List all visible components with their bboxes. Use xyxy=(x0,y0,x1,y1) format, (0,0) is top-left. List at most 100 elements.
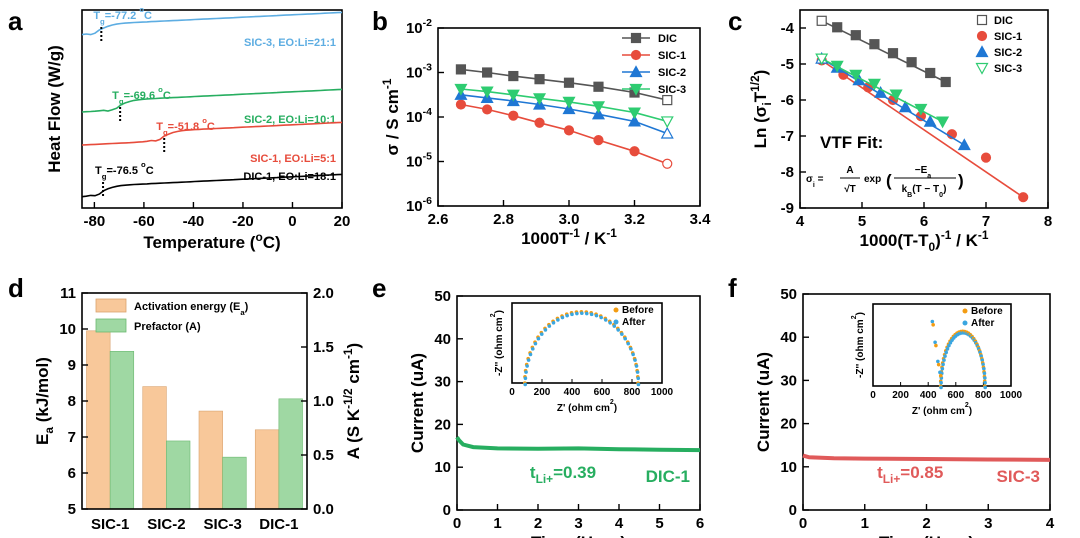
data-point xyxy=(454,83,468,96)
inset-point-after xyxy=(633,358,637,362)
legend-swatch xyxy=(95,318,127,333)
transference-number: tLi+=0.39 xyxy=(530,463,596,486)
inset-x-tick-label: 0 xyxy=(870,390,876,401)
y-tick-label: 5 xyxy=(68,501,76,518)
fit-line xyxy=(821,57,965,146)
data-point xyxy=(887,48,899,59)
y-axis-label: Current (uA) xyxy=(408,353,427,453)
data-point xyxy=(980,152,992,163)
x-tick-label: 2.6 xyxy=(428,211,449,228)
data-point xyxy=(563,77,575,88)
inset-point-after xyxy=(612,324,617,328)
inset-legend-marker xyxy=(962,320,968,326)
inset-legend-marker xyxy=(962,308,968,314)
data-point xyxy=(906,57,917,68)
y2-tick-label: 1.0 xyxy=(313,393,334,410)
x-tick-label: SIC-1 xyxy=(91,516,129,533)
y-tick-label: 10-5 xyxy=(406,151,432,171)
data-point xyxy=(533,93,547,106)
x-tick-label: 3.4 xyxy=(690,211,712,228)
inset-x-tick-label: 200 xyxy=(534,387,551,398)
x-tick-label: 8 xyxy=(1044,213,1052,230)
inset-point-after xyxy=(626,341,631,346)
inset-x-tick-label: 200 xyxy=(892,390,909,401)
legend-label: DIC xyxy=(994,15,1013,27)
y-tick-label: 40 xyxy=(780,329,797,346)
inset-point-after xyxy=(599,315,603,320)
legend-label: SIC-3 xyxy=(994,63,1022,75)
x-tick-label: 20 xyxy=(334,213,351,230)
panel-label-f: f xyxy=(728,273,737,303)
data-point xyxy=(660,116,674,129)
inset-x-tick-label: 400 xyxy=(564,387,581,398)
y-axis-label: Ln (σiT1/2) xyxy=(748,70,774,149)
inset-point-after xyxy=(983,380,987,385)
inset-point-after xyxy=(616,328,621,332)
y-tick-label: 30 xyxy=(434,374,451,391)
y2-tick-label: 0.0 xyxy=(313,501,334,518)
data-point xyxy=(889,89,903,102)
x-tick-label: 3.0 xyxy=(559,211,580,228)
inset-point-after xyxy=(939,385,943,390)
y-tick-label: 40 xyxy=(434,331,451,348)
data-point xyxy=(957,138,971,151)
legend-label: Activation energy (Ea) xyxy=(134,301,249,317)
data-point xyxy=(936,116,950,129)
y-tick-label: 10-4 xyxy=(406,106,432,126)
inset-point-after xyxy=(636,376,641,381)
inset-point-before xyxy=(931,322,935,327)
x-axis-label: Time (Hour) xyxy=(879,533,974,538)
inset-point-after xyxy=(525,364,529,368)
data-point xyxy=(832,22,843,33)
inset-x-tick-label: 600 xyxy=(594,387,611,398)
inset-point-after xyxy=(560,315,565,320)
y-tick-label: -7 xyxy=(781,128,794,145)
data-point xyxy=(830,60,844,73)
data-point xyxy=(816,15,827,26)
series-line xyxy=(460,88,668,123)
data-point xyxy=(849,69,863,82)
inset-x-tick-label: 600 xyxy=(947,390,964,401)
current-trace xyxy=(802,453,1051,462)
inset-x-tick-label: 800 xyxy=(624,387,641,398)
inset-legend-label: Before xyxy=(622,305,654,316)
data-point xyxy=(508,110,519,121)
formula-lhs: σi = xyxy=(806,174,824,189)
inset-point-after xyxy=(940,367,945,371)
inset-point-after xyxy=(575,311,579,316)
x-tick-label: DIC-1 xyxy=(259,516,298,533)
panel-label-d: d xyxy=(8,273,24,303)
x-tick-label: 2.8 xyxy=(493,211,514,228)
inset-point-after xyxy=(533,341,538,346)
inset-legend-marker xyxy=(613,307,619,313)
y-tick-label: 0 xyxy=(789,502,797,519)
y-tick-label: -5 xyxy=(781,56,794,73)
data-point xyxy=(591,101,605,114)
inset-point-after xyxy=(981,362,985,367)
data-point xyxy=(482,67,493,78)
x-axis-label: 1000T-1 / K-1 xyxy=(521,226,617,248)
inset-y-axis-label: -Z'' (ohm cm2) xyxy=(851,312,866,378)
y-axis-label: Ea (kJ/mol) xyxy=(33,357,56,445)
x-tick-label: 4 xyxy=(615,515,624,532)
inset-point-after xyxy=(631,352,635,357)
legend-swatch xyxy=(95,298,127,313)
panel-f-current-chart: 0123401020304050Time (Hour)Current (uA)t… xyxy=(754,286,1055,538)
data-point xyxy=(508,70,519,82)
x-tick-label: 2 xyxy=(534,515,542,532)
inset-point-after xyxy=(584,311,589,316)
series-label: SIC-2, EO:Li=10:1 xyxy=(244,114,336,126)
y-tick-label: 9 xyxy=(68,357,76,374)
inset-point-after xyxy=(629,347,633,351)
inset-point-after xyxy=(551,320,556,325)
legend-label: SIC-1 xyxy=(994,31,1022,43)
tg-label: Tg=-76.5 oC xyxy=(95,160,154,181)
panel-e-current-chart: 0 1 2 3 4 5 6 0 10 20 30 40 50 Time (Hour) Current (uA… xyxy=(408,288,704,538)
x-tick-label: -60 xyxy=(133,213,155,230)
tg-label: Tg=-77.2 oC xyxy=(93,5,152,26)
series-label: SIC-3, EO:Li=21:1 xyxy=(244,37,336,49)
inset-legend-label: After xyxy=(971,318,994,329)
inset-point-after xyxy=(941,362,945,367)
sample-label: DIC-1 xyxy=(646,467,690,486)
transference-number: tLi+=0.85 xyxy=(877,463,943,486)
